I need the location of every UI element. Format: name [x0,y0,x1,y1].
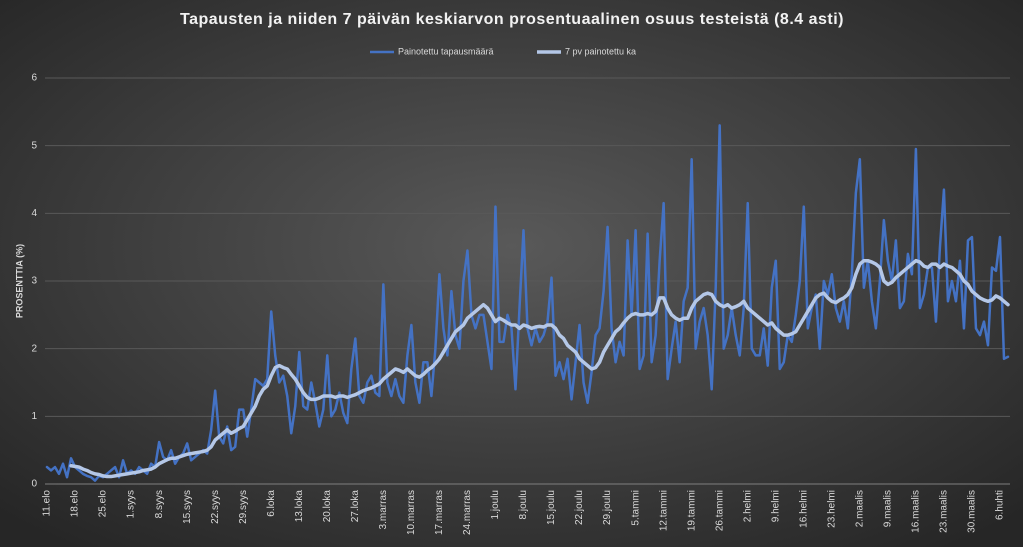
x-tick-label: 23.helmi [826,490,837,528]
x-tick-label: 15.syys [182,490,193,524]
y-tick-label: 1 [31,411,37,422]
x-tick-label: 23.maalis [939,490,950,533]
x-tick-label: 27.loka [350,490,361,523]
x-tick-label: 22.syys [210,490,221,524]
x-tick-label: 19.tammi [686,490,697,531]
x-tick-label: 6.huhti [995,490,1006,520]
x-tick-label: 1.syys [126,490,137,518]
x-tick-label: 20.loka [322,490,333,523]
legend-label: 7 pv painotettu ka [565,46,636,56]
y-tick-label: 5 [31,140,37,151]
x-tick-label: 3.marras [378,490,389,529]
x-tick-label: 15.joulu [546,490,557,525]
x-tick-label: 29.joulu [602,490,613,525]
x-tick-label: 9.maalis [883,490,894,527]
y-axis-label: PROSENTTIA (%) [14,244,24,318]
y-tick-label: 3 [31,276,37,287]
x-tick-label: 16.helmi [798,490,809,528]
series-line [69,258,1010,479]
y-tick-label: 2 [31,343,37,354]
x-tick-label: 5.tammi [630,490,641,526]
x-tick-label: 2.helmi [742,490,753,522]
series-line [45,124,1010,482]
chart-title: Tapausten ja niiden 7 päivän keskiarvon … [180,11,844,28]
y-tick-label: 4 [31,208,37,219]
x-tick-label: 12.tammi [658,490,669,531]
x-tick-label: 1.joulu [490,490,501,519]
x-tick-label: 6.loka [266,490,277,517]
x-tick-label: 9.helmi [770,490,781,522]
x-tick-label: 29.syys [238,490,249,524]
x-tick-label: 2.maalis [854,490,865,527]
x-tick-label: 18.elo [70,490,81,518]
y-tick-label: 6 [31,73,37,84]
x-tick-label: 8.syys [154,490,165,518]
x-tick-label: 30.maalis [967,490,978,533]
x-tick-label: 11.elo [42,490,53,517]
legend-label: Painotettu tapausmäärä [398,46,494,56]
x-tick-label: 8.joulu [518,490,529,519]
y-tick-label: 0 [31,479,37,490]
x-tick-label: 22.joulu [574,490,585,525]
x-tick-label: 10.marras [406,490,417,535]
x-tick-label: 25.elo [98,490,109,518]
x-tick-label: 13.loka [294,490,305,523]
x-tick-label: 17.marras [434,490,445,535]
x-tick-label: 26.tammi [714,490,725,531]
x-tick-label: 24.marras [462,490,473,535]
x-tick-label: 16.maalis [911,490,922,533]
